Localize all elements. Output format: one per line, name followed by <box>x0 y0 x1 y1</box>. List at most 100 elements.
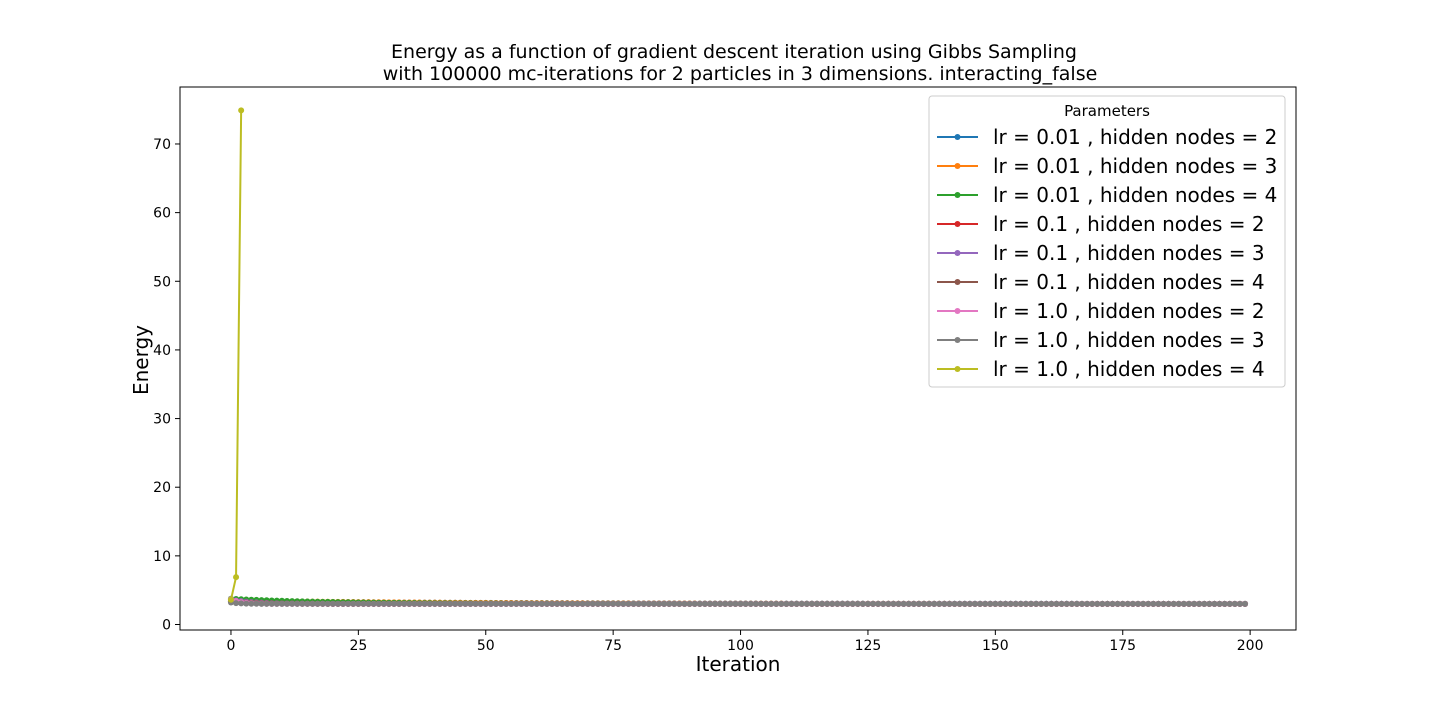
data-point <box>763 600 770 607</box>
data-point <box>921 600 927 607</box>
data-point <box>1099 600 1106 607</box>
data-point <box>1196 600 1203 607</box>
data-point <box>1073 600 1080 607</box>
data-point <box>656 600 663 607</box>
legend-swatch-marker <box>954 192 961 198</box>
data-point <box>1043 600 1050 607</box>
data-point <box>722 600 729 607</box>
y-tick-label: 20 <box>153 480 171 496</box>
data-point <box>253 600 260 607</box>
data-point <box>742 600 749 607</box>
data-point <box>1094 600 1101 607</box>
data-point <box>900 600 907 607</box>
data-point <box>610 600 617 607</box>
data-point <box>905 600 912 607</box>
data-point <box>355 600 362 607</box>
data-point <box>559 600 566 607</box>
data-point <box>498 600 505 607</box>
data-point <box>365 600 372 607</box>
data-point <box>584 600 591 607</box>
data-point <box>819 600 826 607</box>
legend-title: Parameters <box>1064 102 1150 120</box>
data-point <box>508 600 515 607</box>
data-point <box>1170 600 1177 607</box>
data-point <box>987 600 994 607</box>
data-point <box>691 600 698 607</box>
data-point <box>304 600 311 607</box>
data-point <box>258 600 265 607</box>
data-point <box>1180 600 1187 607</box>
legend-entry-label: lr = 0.1 , hidden nodes = 2 <box>993 212 1265 236</box>
data-point <box>477 600 484 607</box>
x-tick-label: 50 <box>477 638 495 654</box>
series-layer <box>227 107 1249 607</box>
data-point <box>564 600 571 607</box>
data-point <box>1048 600 1055 607</box>
x-tick-label: 200 <box>1237 638 1264 654</box>
y-tick-label: 70 <box>153 137 171 153</box>
data-point <box>717 600 724 607</box>
data-point <box>813 600 820 607</box>
data-point <box>375 600 382 607</box>
data-point <box>997 600 1004 607</box>
legend-entry-label: lr = 1.0 , hidden nodes = 2 <box>993 299 1265 323</box>
data-point <box>594 600 601 607</box>
legend: Parameters lr = 0.01 , hidden nodes = 2l… <box>928 95 1286 388</box>
data-point <box>1155 600 1162 607</box>
data-point <box>436 600 443 607</box>
legend-entry-label: lr = 1.0 , hidden nodes = 4 <box>993 357 1265 381</box>
data-point <box>910 600 917 607</box>
data-point <box>671 600 678 607</box>
data-point <box>1053 600 1060 607</box>
legend-swatch-marker <box>954 163 961 169</box>
data-point <box>793 600 800 607</box>
data-point <box>681 600 688 607</box>
data-point <box>773 600 780 607</box>
data-point <box>712 600 719 607</box>
data-point <box>329 600 336 607</box>
data-point <box>533 600 540 607</box>
data-point <box>895 600 902 607</box>
data-point <box>757 600 764 607</box>
plot-area-frame <box>179 86 1297 631</box>
data-point <box>1007 600 1014 607</box>
data-point <box>340 600 347 607</box>
data-point <box>890 600 897 607</box>
data-point <box>971 600 978 607</box>
data-point <box>503 600 510 607</box>
data-point <box>696 600 703 607</box>
data-point <box>431 600 438 607</box>
data-point <box>309 600 316 607</box>
data-point <box>1236 600 1243 607</box>
data-point <box>844 600 851 607</box>
x-tick-label: 150 <box>982 638 1009 654</box>
data-point <box>824 600 831 607</box>
data-point <box>849 600 856 607</box>
data-point <box>1226 600 1233 607</box>
legend-swatch-marker <box>954 366 961 372</box>
data-point <box>645 600 652 607</box>
data-point <box>360 600 367 607</box>
data-point <box>732 600 739 607</box>
data-point <box>518 600 525 607</box>
data-point <box>931 600 938 607</box>
data-point <box>380 600 387 607</box>
data-point <box>1129 600 1136 607</box>
data-point <box>396 600 403 607</box>
data-point <box>1135 600 1142 607</box>
data-point <box>1109 600 1116 607</box>
data-point <box>956 600 963 607</box>
data-point <box>1231 600 1238 607</box>
data-point <box>447 600 454 607</box>
data-point <box>1221 600 1228 607</box>
data-point <box>829 600 836 607</box>
data-point <box>803 600 810 607</box>
data-point <box>1150 600 1157 607</box>
data-point <box>579 600 586 607</box>
data-point <box>538 600 545 607</box>
y-tick-label: 30 <box>153 412 171 428</box>
data-point <box>747 600 754 607</box>
x-tick-label: 100 <box>727 638 754 654</box>
